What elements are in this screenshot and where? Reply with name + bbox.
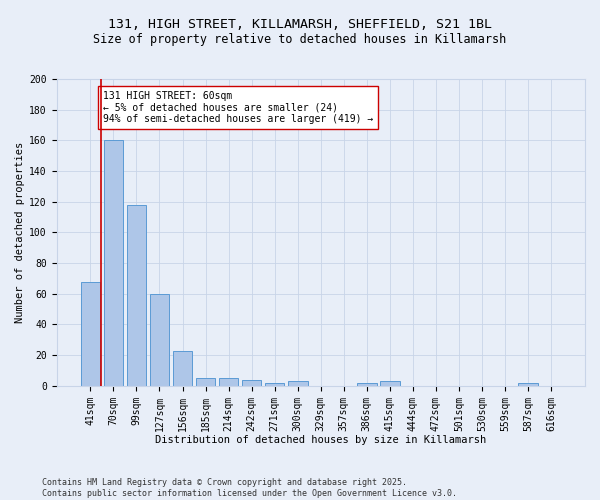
Bar [265, 383, 284, 386]
X-axis label: Distribution of detached houses by size in Killamarsh: Distribution of detached houses by size … [155, 435, 487, 445]
Text: Contains HM Land Registry data © Crown copyright and database right 2025.
Contai: Contains HM Land Registry data © Crown c… [42, 478, 457, 498]
Y-axis label: Number of detached properties: Number of detached properties [15, 142, 25, 323]
Bar [104, 140, 123, 386]
Bar [518, 383, 538, 386]
Bar [380, 382, 400, 386]
Bar [219, 378, 238, 386]
Bar [288, 382, 308, 386]
Text: 131, HIGH STREET, KILLAMARSH, SHEFFIELD, S21 1BL: 131, HIGH STREET, KILLAMARSH, SHEFFIELD,… [108, 18, 492, 30]
Bar [127, 205, 146, 386]
Bar [196, 378, 215, 386]
Bar [80, 282, 100, 386]
Bar [242, 380, 262, 386]
Bar [357, 383, 377, 386]
Bar [173, 350, 192, 386]
Text: Size of property relative to detached houses in Killamarsh: Size of property relative to detached ho… [94, 32, 506, 46]
Text: 131 HIGH STREET: 60sqm
← 5% of detached houses are smaller (24)
94% of semi-deta: 131 HIGH STREET: 60sqm ← 5% of detached … [103, 92, 373, 124]
Bar [149, 294, 169, 386]
